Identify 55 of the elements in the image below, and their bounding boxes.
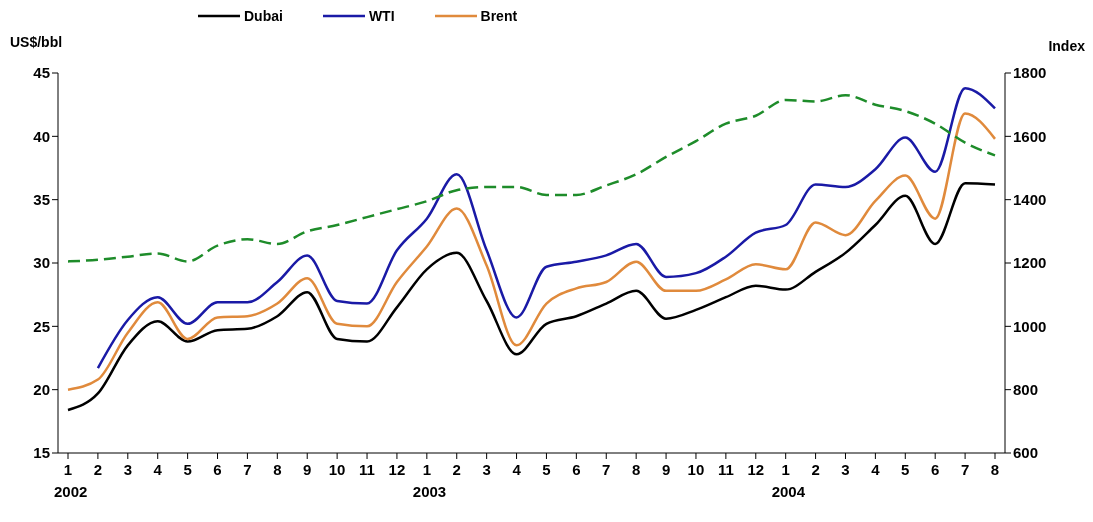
line-series (96, 86, 997, 370)
x-tick-label: 1 2002 (54, 461, 88, 500)
x-tick-label: 5 (183, 461, 192, 478)
y-tick-label: 45 (33, 64, 50, 82)
x-tick-label: 5 (901, 461, 910, 478)
line-series (66, 112, 997, 391)
x-tick-label: 3 (123, 461, 132, 478)
x-tick-label: 1 2004 (771, 461, 806, 500)
x-tick-label: 6 (213, 461, 222, 478)
legend-label: Brent (480, 8, 518, 24)
line-series (66, 93, 997, 263)
x-tick-label: 10 (687, 461, 705, 478)
y-axis-title: US$/bbl (10, 34, 63, 50)
x-tick-label: 11 (359, 461, 375, 478)
x-tick-label: 2 (811, 461, 820, 478)
x-tick-label: 7 (243, 461, 252, 478)
x-tick-label: 2 (93, 461, 103, 478)
y-tick-label: 20 (33, 380, 50, 398)
x-tick-label: 8 (990, 461, 1000, 478)
x-tick-label: 9 (661, 461, 671, 478)
x-tick-label: 2 (452, 461, 461, 478)
x-tick-label: 11 (717, 461, 734, 478)
x-tick-label: 7 (960, 461, 970, 478)
y2-tick-label: 1200 (1013, 254, 1047, 272)
x-tick-label: 5 (542, 461, 551, 478)
y-tick-label: 40 (33, 127, 50, 145)
x-tick-label: 12 (747, 461, 765, 478)
x-tick-label: 9 (303, 461, 312, 478)
x-tick-label: 10 (328, 461, 346, 478)
y2-axis-title: Index (1048, 38, 1085, 54)
y2-tick-label: 1600 (1013, 127, 1047, 145)
y2-tick-label: 800 (1013, 380, 1039, 398)
line-series (66, 181, 997, 412)
x-tick-label: 3 (841, 461, 850, 478)
x-tick-label: 6 (572, 461, 581, 478)
y-tick-label: 25 (33, 317, 50, 335)
y-tick-label: 35 (33, 190, 50, 208)
x-tick-label: 12 (388, 461, 406, 478)
y2-tick-label: 1000 (1013, 317, 1047, 335)
x-tick-label: 7 (602, 461, 611, 478)
x-tick-label: 8 (631, 461, 641, 478)
legend-label: WTI (368, 8, 395, 24)
y-tick-label: 30 (33, 254, 50, 272)
x-tick-label: 8 (273, 461, 282, 478)
x-tick-label: 3 (482, 461, 491, 478)
x-tick-label: 6 (931, 461, 940, 478)
x-tick-label: 1 2003 (412, 461, 447, 500)
x-tick-label: 4 (153, 461, 163, 478)
legend-label: Dubai (244, 8, 283, 24)
y2-tick-label: 1800 (1013, 64, 1047, 82)
x-tick-label: 4 (871, 461, 881, 478)
y2-tick-label: 1400 (1013, 190, 1047, 208)
x-tick-label: 4 (512, 461, 522, 478)
y2-tick-label: 600 (1013, 444, 1039, 462)
y-tick-label: 15 (33, 444, 50, 462)
